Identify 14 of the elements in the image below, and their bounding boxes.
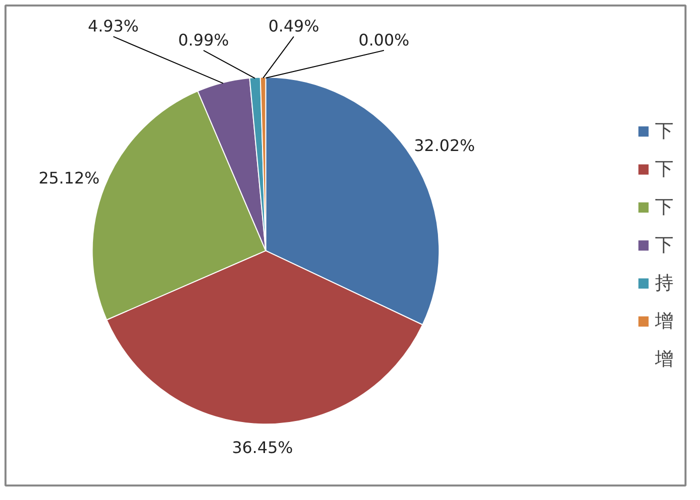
legend-label: 下 — [655, 196, 675, 220]
data-label: 4.93% — [88, 16, 139, 36]
legend-label: 持 — [655, 272, 675, 296]
data-label: 32.02% — [414, 136, 475, 155]
data-label: 0.99% — [178, 30, 229, 50]
data-label: 0.49% — [268, 16, 320, 36]
text: 0.00% — [358, 30, 410, 50]
category-label: 增 — [655, 349, 674, 370]
legend-label: 下 — [655, 120, 675, 144]
legend-label: 下 — [655, 234, 675, 258]
legend-label: 增 — [655, 310, 675, 334]
data-label: 36.45% — [232, 438, 293, 457]
data-label: 25.12% — [38, 168, 100, 188]
legend-label: 下 — [655, 158, 675, 182]
